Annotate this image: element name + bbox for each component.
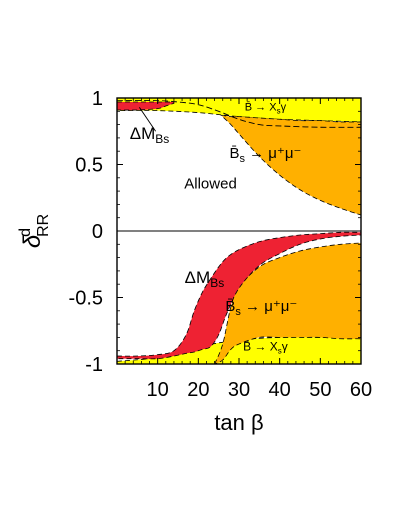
annotation-sub: Bs [155,132,169,146]
region-bands [117,98,361,364]
x-tick-label: 20 [187,379,209,401]
annotation-allowed: Allowed [184,175,237,192]
annotation-main: ΔM [130,124,156,143]
annotation-tail: → μ⁺μ⁻ [245,145,301,162]
x-tick-label: 40 [269,379,291,401]
dmbs-leader-line [138,107,157,132]
annotation-tail: γ [281,102,287,114]
y-tick-label: -1 [85,354,103,376]
annotation-bsgamma-upper: B̄ → Xsγ [245,101,287,116]
band-upper-red-2 [117,101,175,111]
y-tick-label: 0 [92,221,103,243]
y-tick-label: 0.5 [75,155,103,177]
annotation-sub: s [239,153,245,165]
y-axis-title-sup: d [17,228,34,237]
x-tick-label: 30 [228,379,250,401]
annotation-sub: Bs [210,276,224,290]
annotation-bsmumu-upper: B̄s → μ⁺μ⁻ [229,145,301,165]
x-tick-labels: 10 20 30 40 50 60 [147,379,373,401]
annotation-bsgamma-lower: B̄ → Xsγ [243,340,288,356]
annotation-sub: s [235,306,241,318]
y-tick-labels: 1 0.5 0 -0.5 -1 [69,88,103,376]
svg-text:δdRR: δdRR [17,214,52,248]
x-tick-label: 60 [350,379,372,401]
band-upper-yellow-0 [117,98,361,123]
x-tick-label: 10 [147,379,169,401]
annotation-sub: s [277,107,281,116]
annotation-main: Allowed [184,175,237,192]
annotation-main: B̄ → X [245,101,277,114]
annotation-bsmumu-lower: B̄s → μ⁺μ⁻ [225,298,297,318]
annotation-dmbs-upper: ΔMBs [130,124,170,146]
band-lower-red-5 [117,231,361,360]
x-axis-title: tan β [214,410,263,435]
curve-0 [117,100,361,128]
boundary-curves [117,100,361,128]
annotation-main: B̄ [225,298,235,315]
band-upper-orange-1 [219,114,361,216]
y-axis-title-sub: RR [35,214,52,237]
annotation-main: B̄ [229,145,239,162]
y-tick-label: -0.5 [69,288,103,310]
annotation-main: B̄ → X [243,340,278,354]
y-tick-label: 1 [92,88,103,110]
annotation-tail: γ [282,340,288,354]
annotation-main: ΔM [185,268,211,287]
annotation-sub: s [278,347,282,356]
y-axis-title: δdRR [17,214,52,248]
axis-ticks [117,97,362,365]
x-tick-label: 50 [309,379,331,401]
y-axis-title-main: δ [19,234,46,248]
annotation-dmbs-lower: ΔMBs [185,268,225,290]
annotation-tail: → μ⁺μ⁻ [241,298,297,315]
plot-area [116,97,362,365]
